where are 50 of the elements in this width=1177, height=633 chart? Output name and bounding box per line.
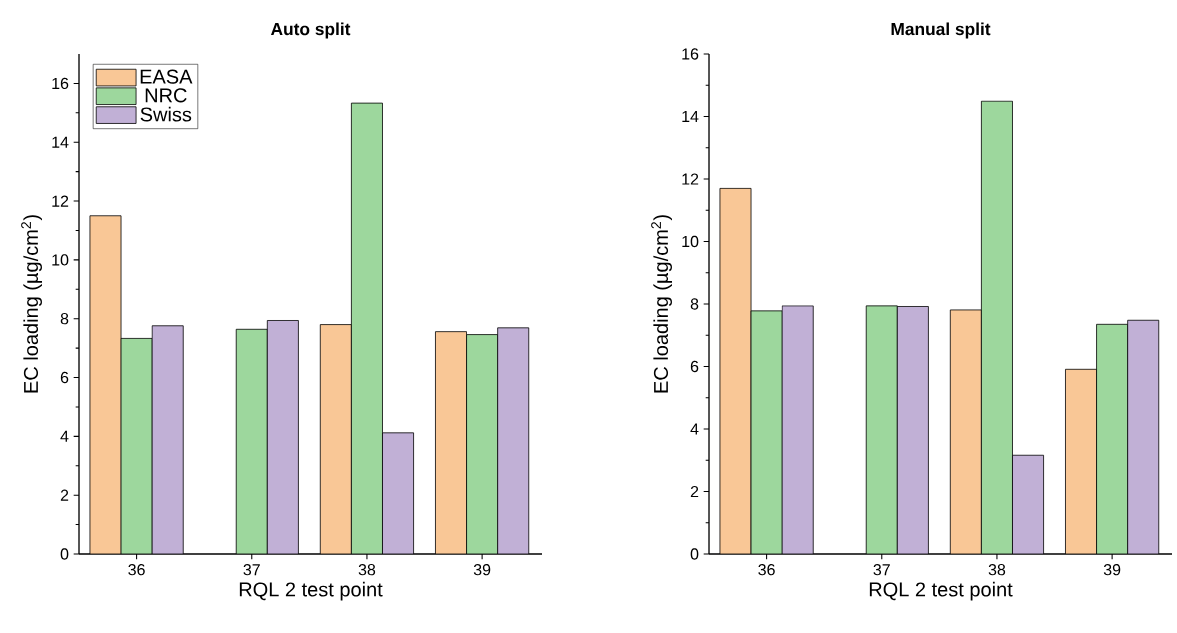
chart-title: Manual split: [891, 22, 991, 39]
bar: [120, 338, 153, 554]
x-tick-label: 37: [243, 564, 260, 576]
bar: [980, 100, 1013, 554]
bar: [89, 215, 122, 554]
bar: [466, 334, 499, 554]
x-tick-label: 36: [758, 564, 775, 576]
y-tick-label: 16: [682, 48, 699, 60]
x-tick-label: 39: [473, 564, 491, 576]
y-tick-label: 0: [60, 548, 69, 560]
x-axis-title: RQL 2 test point: [869, 581, 1013, 601]
y-tick-label: 0: [690, 548, 699, 560]
y-tick-label: 16: [52, 77, 69, 90]
y-axis-title: EC loading (µg/cm$^{2}$): [651, 215, 672, 393]
x-tick-label: 39: [1103, 564, 1121, 576]
bar: [235, 328, 268, 554]
y-tick-label: 12: [52, 195, 69, 207]
bar: [350, 102, 383, 554]
y-axis-title: EC loading (µg/cm$^{2}$): [21, 215, 42, 393]
y-tick-label: 2: [60, 489, 69, 501]
x-tick-label: 38: [358, 564, 376, 576]
legend-label: EASA: [140, 69, 193, 84]
y-tick-label: 12: [682, 173, 699, 185]
y-tick-label: 2: [690, 485, 699, 498]
x-tick-label: 37: [873, 564, 890, 576]
bar: [865, 305, 898, 554]
y-tick-label: 4: [690, 423, 699, 435]
bar: [1127, 319, 1160, 554]
y-tick-label: 6: [690, 360, 699, 373]
x-tick-label: 36: [128, 564, 145, 576]
bar: [896, 306, 929, 554]
legend-label: Swiss: [140, 106, 192, 122]
bar: [1096, 323, 1129, 554]
bar: [435, 331, 467, 554]
y-tick-label: 10: [52, 254, 69, 266]
y-tick-label: 8: [690, 298, 699, 310]
y-tick-label: 14: [682, 111, 699, 122]
legend-label: NRC: [145, 88, 187, 103]
chart-title: Auto split: [270, 22, 351, 39]
y-tick-label: 4: [60, 430, 69, 442]
y-tick-label: 14: [52, 136, 69, 148]
y-tick-label: 8: [60, 313, 69, 325]
bar: [1012, 454, 1044, 554]
bar: [750, 310, 783, 554]
bar: [319, 324, 352, 554]
x-axis-title: RQL 2 test point: [239, 581, 383, 601]
y-tick-label: 10: [682, 235, 699, 248]
bar: [781, 305, 814, 554]
x-tick-label: 38: [988, 564, 1006, 576]
y-tick-label: 6: [60, 371, 69, 384]
